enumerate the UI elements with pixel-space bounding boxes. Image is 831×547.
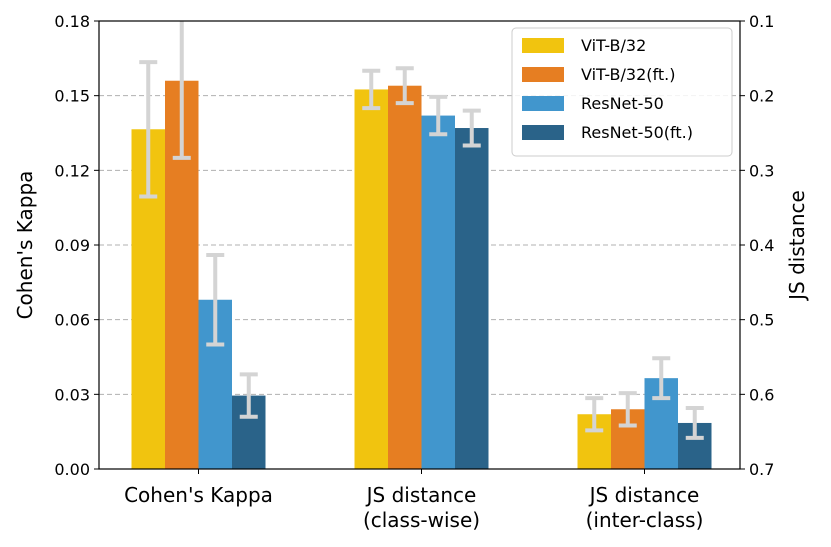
left-axis-title: Cohen's Kappa [13,171,37,320]
right-y-axis: 0.1 0.2 0.3 0.4 0.5 0.6 0.7 [740,12,774,479]
left-tick-label: 0.12 [54,161,90,180]
right-tick-label: 0.7 [749,460,774,479]
category-label: JS distance (class-wise) [363,483,480,532]
left-tick-label: 0.03 [54,385,90,404]
legend-label: ResNet-50 [581,94,664,113]
legend-swatch [522,67,564,82]
legend-box [511,27,733,157]
bar [455,128,489,469]
right-axis-title: JS distance [785,190,809,302]
bar [388,85,422,469]
legend-label: ViT-B/32(ft.) [581,65,675,84]
category-label: JS distance (inter-class) [586,483,704,532]
right-tick-label: 0.5 [749,311,774,330]
left-y-axis: 0.00 0.03 0.06 0.09 0.12 0.15 0.18 [54,12,99,479]
category-label: Cohen's Kappa [124,483,273,507]
x-axis-categories: Cohen's Kappa JS distance (class-wise) JS d… [124,469,703,532]
legend-label: ViT-B/32 [581,36,646,55]
error-bars [139,21,704,440]
legend-label: ResNet-50(ft.) [581,123,693,142]
legend: ViT-B/32 ViT-B/32(ft.) ResNet-50 ResNet-50(… [511,27,733,157]
legend-swatch [522,125,564,140]
right-tick-label: 0.3 [749,161,774,180]
right-tick-label: 0.2 [749,87,774,106]
left-tick-label: 0.06 [54,311,90,330]
legend-swatch [522,38,564,53]
right-tick-label: 0.6 [749,385,774,404]
bar [354,89,388,469]
left-tick-label: 0.15 [54,87,90,106]
left-tick-label: 0.00 [54,460,90,479]
right-tick-label: 0.1 [749,12,774,31]
legend-swatch [522,96,564,111]
bar [421,115,455,470]
left-tick-label: 0.18 [54,12,90,31]
left-tick-label: 0.09 [54,236,90,255]
right-tick-label: 0.4 [749,236,774,255]
